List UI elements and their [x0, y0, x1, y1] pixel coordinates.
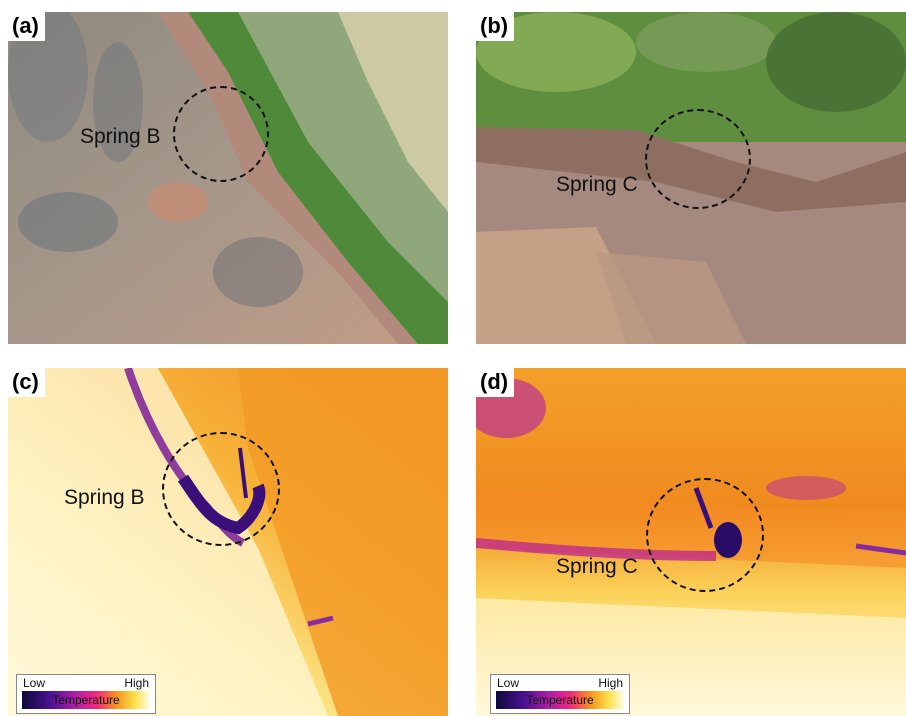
panel-a-aerial-photo: Spring B (a): [8, 12, 448, 344]
aerial-photo-spring-b: [8, 12, 448, 344]
temperature-colorbar: Temperature: [496, 691, 624, 709]
spring-c-thermal-label: Spring C: [556, 555, 638, 578]
panel-b-label: (b): [476, 12, 515, 41]
temperature-legend-d: Low High Temperature: [490, 674, 630, 714]
panel-d-thermal-image: Spring C (d) Low High Temperature: [476, 368, 906, 716]
spring-b-thermal-label: Spring B: [64, 486, 145, 509]
legend-low-label: Low: [23, 676, 46, 690]
legend-low-label: Low: [497, 676, 520, 690]
legend-high-label: High: [598, 676, 623, 690]
spring-c-marker-circle: [645, 109, 751, 209]
panel-c-thermal-image: Spring B (c) Low High Temperature: [8, 368, 448, 716]
panel-b-aerial-photo: Spring C (b): [476, 12, 906, 344]
panel-c-label: (c): [8, 368, 45, 397]
legend-title: Temperature: [526, 693, 594, 707]
spring-c-thermal-marker-circle: [646, 478, 764, 592]
temperature-legend-c: Low High Temperature: [16, 674, 156, 714]
panel-d-label: (d): [476, 368, 515, 397]
spring-b-thermal-marker-circle: [162, 432, 280, 546]
spring-b-marker-circle: [173, 86, 269, 182]
legend-high-label: High: [124, 676, 149, 690]
temperature-colorbar: Temperature: [22, 691, 150, 709]
spring-b-label: Spring B: [80, 125, 161, 148]
spring-c-label: Spring C: [556, 173, 638, 196]
legend-title: Temperature: [52, 693, 120, 707]
panel-a-label: (a): [8, 12, 45, 41]
